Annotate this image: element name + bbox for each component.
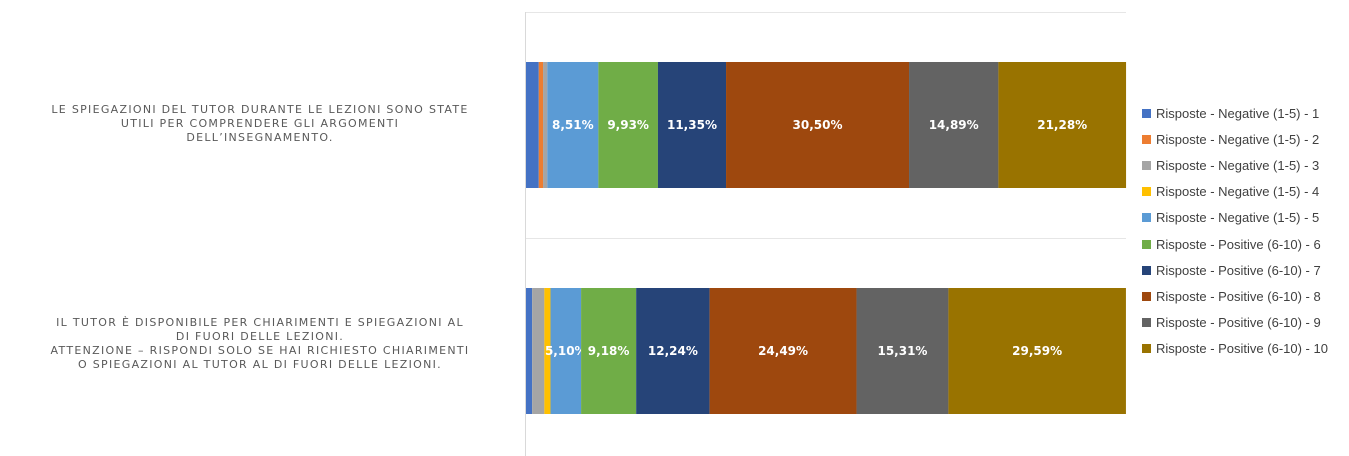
legend-item: Risposte - Negative (1-5) - 5 [1142, 205, 1328, 231]
legend-label: Risposte - Negative (1-5) - 1 [1156, 105, 1320, 121]
legend-item: Risposte - Positive (6-10) - 7 [1142, 257, 1328, 283]
legend-item: Risposte - Negative (1-5) - 4 [1142, 179, 1328, 205]
bar-segment [726, 62, 910, 188]
bar-segment [526, 62, 539, 188]
legend-swatch [1142, 344, 1151, 354]
data-label: 11,35% [667, 118, 717, 132]
data-label: 14,89% [929, 118, 979, 132]
legend-item: Risposte - Positive (6-10) - 9 [1142, 310, 1328, 336]
bar-segment [532, 288, 545, 414]
bar-segment [538, 62, 544, 188]
legend-swatch [1142, 291, 1151, 301]
legend-swatch [1142, 160, 1151, 170]
bar-segment [544, 288, 551, 414]
data-label: 8,51% [552, 118, 594, 132]
legend-item: Risposte - Negative (1-5) - 1 [1142, 100, 1328, 126]
bar-segment [709, 288, 857, 414]
legend-label: Risposte - Negative (1-5) - 4 [1156, 184, 1320, 200]
bar-segment [547, 62, 599, 188]
legend-label: Risposte - Positive (6-10) - 9 [1156, 315, 1321, 331]
legend-label: Risposte - Positive (6-10) - 10 [1156, 341, 1328, 357]
bar-segment [526, 288, 533, 414]
chart-legend: Risposte - Negative (1-5) - 1 Risposte - … [1142, 100, 1328, 362]
legend-label: Risposte - Negative (1-5) - 3 [1156, 157, 1320, 173]
legend-swatch [1142, 134, 1151, 144]
category-label-line: IL TUTOR È DISPONIBILE PER CHIARIMENTI E… [56, 316, 464, 329]
bar-segment [581, 288, 637, 414]
bar-segment [998, 62, 1127, 188]
data-label: 12,24% [648, 344, 698, 358]
legend-item: Risposte - Negative (1-5) - 2 [1142, 126, 1328, 152]
legend-swatch [1142, 239, 1151, 249]
bar-segment [543, 62, 548, 188]
legend-label: Risposte - Positive (6-10) - 8 [1156, 288, 1321, 304]
category-label-line: DELL’INSEGNAMENTO. [186, 131, 334, 144]
category-label-line: ATTENZIONE – RISPONDI SOLO SE HAI RICHIE… [50, 344, 470, 357]
data-label: 21,28% [1037, 118, 1087, 132]
bar-segment [948, 288, 1126, 414]
legend-label: Risposte - Positive (6-10) - 7 [1156, 262, 1321, 278]
bar-segment [856, 288, 949, 414]
category-label-line: DI FUORI DELLE LEZIONI. [175, 330, 345, 343]
bar-segment [636, 288, 710, 414]
category-label-line: LE SPIEGAZIONI DEL TUTOR DURANTE LE LEZI… [51, 103, 469, 116]
legend-swatch [1142, 108, 1151, 118]
bar-segment [657, 62, 727, 188]
bar-segment [598, 62, 658, 188]
category-label-line: UTILI PER COMPRENDERE GLI ARGOMENTI [120, 117, 400, 130]
legend-swatch [1142, 265, 1151, 275]
legend-swatch [1142, 318, 1151, 328]
data-label: 30,50% [793, 118, 843, 132]
data-label: 9,18% [588, 344, 630, 358]
legend-item: Risposte - Negative (1-5) - 3 [1142, 152, 1328, 178]
data-label: 29,59% [1012, 344, 1062, 358]
legend-swatch [1142, 187, 1151, 197]
category-label-line: O SPIEGAZIONI AL TUTOR AL DI FUORI DELLE… [78, 358, 442, 371]
data-label: 24,49% [758, 344, 808, 358]
bar-segment [550, 288, 582, 414]
category-label-1: IL TUTOR È DISPONIBILE PER CHIARIMENTI E… [5, 316, 515, 372]
legend-item: Risposte - Positive (6-10) - 6 [1142, 231, 1328, 257]
data-label: 15,31% [877, 344, 927, 358]
legend-label: Risposte - Negative (1-5) - 5 [1156, 210, 1320, 226]
category-label-0: LE SPIEGAZIONI DEL TUTOR DURANTE LE LEZI… [5, 103, 515, 145]
data-label: 9,93% [607, 118, 649, 132]
legend-swatch [1142, 213, 1151, 223]
data-label: 5,10% [545, 344, 587, 358]
legend-item: Risposte - Positive (6-10) - 8 [1142, 283, 1328, 309]
legend-label: Risposte - Negative (1-5) - 2 [1156, 131, 1320, 147]
legend-item: Risposte - Positive (6-10) - 10 [1142, 336, 1328, 362]
bar-segment [909, 62, 999, 188]
legend-label: Risposte - Positive (6-10) - 6 [1156, 236, 1321, 252]
